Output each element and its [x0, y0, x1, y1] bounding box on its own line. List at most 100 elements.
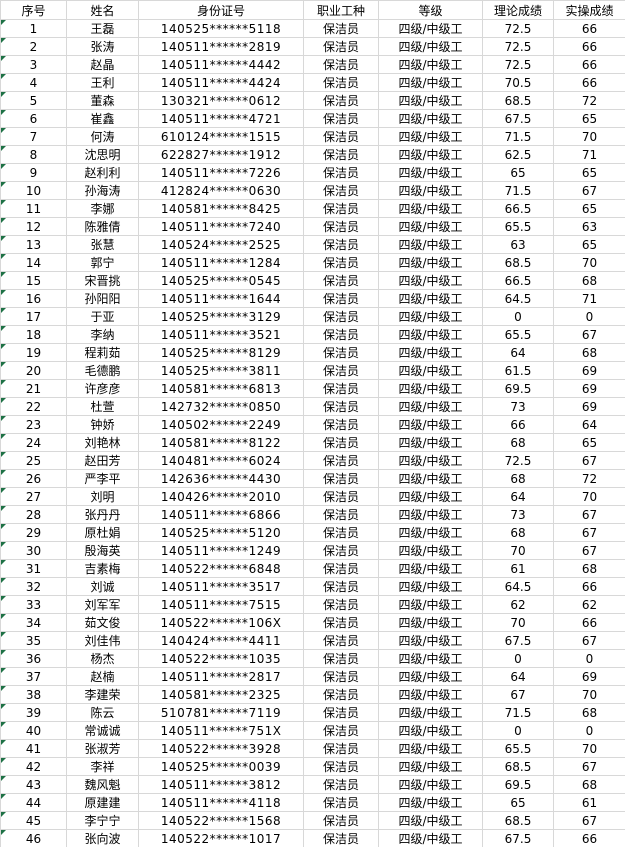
cell-job[interactable]: 保洁员: [303, 289, 379, 308]
cell-theory[interactable]: 68.5: [482, 757, 554, 776]
cell-practical[interactable]: 69: [553, 379, 625, 398]
cell-practical[interactable]: 66: [553, 19, 625, 38]
cell-theory[interactable]: 69.5: [482, 379, 554, 398]
cell-practical[interactable]: 72: [553, 91, 625, 110]
cell-name[interactable]: 崔鑫: [66, 109, 139, 128]
cell-no[interactable]: 31: [0, 559, 67, 578]
cell-id[interactable]: 140511******7240: [138, 217, 304, 236]
cell-job[interactable]: 保洁员: [303, 181, 379, 200]
cell-practical[interactable]: 72: [553, 469, 625, 488]
cell-level[interactable]: 四级/中级工: [378, 721, 483, 740]
cell-theory[interactable]: 64: [482, 343, 554, 362]
cell-id[interactable]: 140511******1644: [138, 289, 304, 308]
cell-job[interactable]: 保洁员: [303, 163, 379, 182]
cell-level[interactable]: 四级/中级工: [378, 595, 483, 614]
cell-level[interactable]: 四级/中级工: [378, 631, 483, 650]
cell-name[interactable]: 严李平: [66, 469, 139, 488]
cell-id[interactable]: 140581******8122: [138, 433, 304, 452]
cell-no[interactable]: 15: [0, 271, 67, 290]
cell-no[interactable]: 27: [0, 487, 67, 506]
cell-level[interactable]: 四级/中级工: [378, 541, 483, 560]
cell-id[interactable]: 140511******6866: [138, 505, 304, 524]
cell-practical[interactable]: 69: [553, 397, 625, 416]
cell-theory[interactable]: 64: [482, 667, 554, 686]
cell-theory[interactable]: 62: [482, 595, 554, 614]
cell-level[interactable]: 四级/中级工: [378, 739, 483, 758]
cell-practical[interactable]: 64: [553, 415, 625, 434]
cell-id[interactable]: 140511******2817: [138, 667, 304, 686]
cell-job[interactable]: 保洁员: [303, 253, 379, 272]
column-header-level[interactable]: 等级: [378, 0, 483, 20]
cell-job[interactable]: 保洁员: [303, 775, 379, 794]
cell-id[interactable]: 140581******8425: [138, 199, 304, 218]
cell-practical[interactable]: 63: [553, 217, 625, 236]
cell-job[interactable]: 保洁员: [303, 667, 379, 686]
cell-job[interactable]: 保洁员: [303, 235, 379, 254]
cell-id[interactable]: 140502******2249: [138, 415, 304, 434]
cell-practical[interactable]: 70: [553, 253, 625, 272]
cell-level[interactable]: 四级/中级工: [378, 523, 483, 542]
cell-job[interactable]: 保洁员: [303, 307, 379, 326]
cell-practical[interactable]: 65: [553, 109, 625, 128]
cell-no[interactable]: 2: [0, 37, 67, 56]
cell-name[interactable]: 于亚: [66, 307, 139, 326]
cell-practical[interactable]: 67: [553, 325, 625, 344]
cell-no[interactable]: 45: [0, 811, 67, 830]
cell-id[interactable]: 140522******1017: [138, 829, 304, 847]
cell-no[interactable]: 22: [0, 397, 67, 416]
cell-practical[interactable]: 67: [553, 757, 625, 776]
cell-no[interactable]: 28: [0, 505, 67, 524]
cell-practical[interactable]: 62: [553, 595, 625, 614]
cell-no[interactable]: 23: [0, 415, 67, 434]
cell-theory[interactable]: 0: [482, 721, 554, 740]
cell-level[interactable]: 四级/中级工: [378, 199, 483, 218]
cell-job[interactable]: 保洁员: [303, 397, 379, 416]
cell-theory[interactable]: 72.5: [482, 37, 554, 56]
column-header-job[interactable]: 职业工种: [303, 0, 379, 20]
cell-name[interactable]: 毛德鹏: [66, 361, 139, 380]
cell-name[interactable]: 张慧: [66, 235, 139, 254]
cell-job[interactable]: 保洁员: [303, 703, 379, 722]
cell-job[interactable]: 保洁员: [303, 613, 379, 632]
cell-level[interactable]: 四级/中级工: [378, 451, 483, 470]
cell-job[interactable]: 保洁员: [303, 127, 379, 146]
cell-id[interactable]: 140525******0039: [138, 757, 304, 776]
column-header-practical[interactable]: 实操成绩: [553, 0, 625, 20]
cell-theory[interactable]: 68: [482, 523, 554, 542]
cell-no[interactable]: 14: [0, 253, 67, 272]
cell-level[interactable]: 四级/中级工: [378, 55, 483, 74]
cell-level[interactable]: 四级/中级工: [378, 127, 483, 146]
cell-name[interactable]: 陈雅倩: [66, 217, 139, 236]
cell-level[interactable]: 四级/中级工: [378, 757, 483, 776]
cell-practical[interactable]: 68: [553, 775, 625, 794]
cell-practical[interactable]: 67: [553, 541, 625, 560]
cell-job[interactable]: 保洁员: [303, 469, 379, 488]
cell-job[interactable]: 保洁员: [303, 595, 379, 614]
cell-practical[interactable]: 65: [553, 199, 625, 218]
cell-theory[interactable]: 73: [482, 397, 554, 416]
cell-name[interactable]: 李纳: [66, 325, 139, 344]
cell-no[interactable]: 1: [0, 19, 67, 38]
cell-name[interactable]: 许彦彦: [66, 379, 139, 398]
cell-level[interactable]: 四级/中级工: [378, 91, 483, 110]
cell-theory[interactable]: 0: [482, 649, 554, 668]
cell-theory[interactable]: 68.5: [482, 91, 554, 110]
cell-id[interactable]: 140525******5118: [138, 19, 304, 38]
cell-level[interactable]: 四级/中级工: [378, 343, 483, 362]
cell-theory[interactable]: 73: [482, 505, 554, 524]
cell-no[interactable]: 6: [0, 109, 67, 128]
cell-job[interactable]: 保洁员: [303, 559, 379, 578]
cell-practical[interactable]: 66: [553, 37, 625, 56]
cell-job[interactable]: 保洁员: [303, 433, 379, 452]
cell-no[interactable]: 43: [0, 775, 67, 794]
cell-job[interactable]: 保洁员: [303, 19, 379, 38]
cell-job[interactable]: 保洁员: [303, 37, 379, 56]
cell-practical[interactable]: 65: [553, 433, 625, 452]
cell-id[interactable]: 140511******3521: [138, 325, 304, 344]
cell-practical[interactable]: 66: [553, 55, 625, 74]
cell-id[interactable]: 622827******1912: [138, 145, 304, 164]
cell-id[interactable]: 140511******1249: [138, 541, 304, 560]
cell-no[interactable]: 39: [0, 703, 67, 722]
cell-no[interactable]: 20: [0, 361, 67, 380]
cell-level[interactable]: 四级/中级工: [378, 469, 483, 488]
